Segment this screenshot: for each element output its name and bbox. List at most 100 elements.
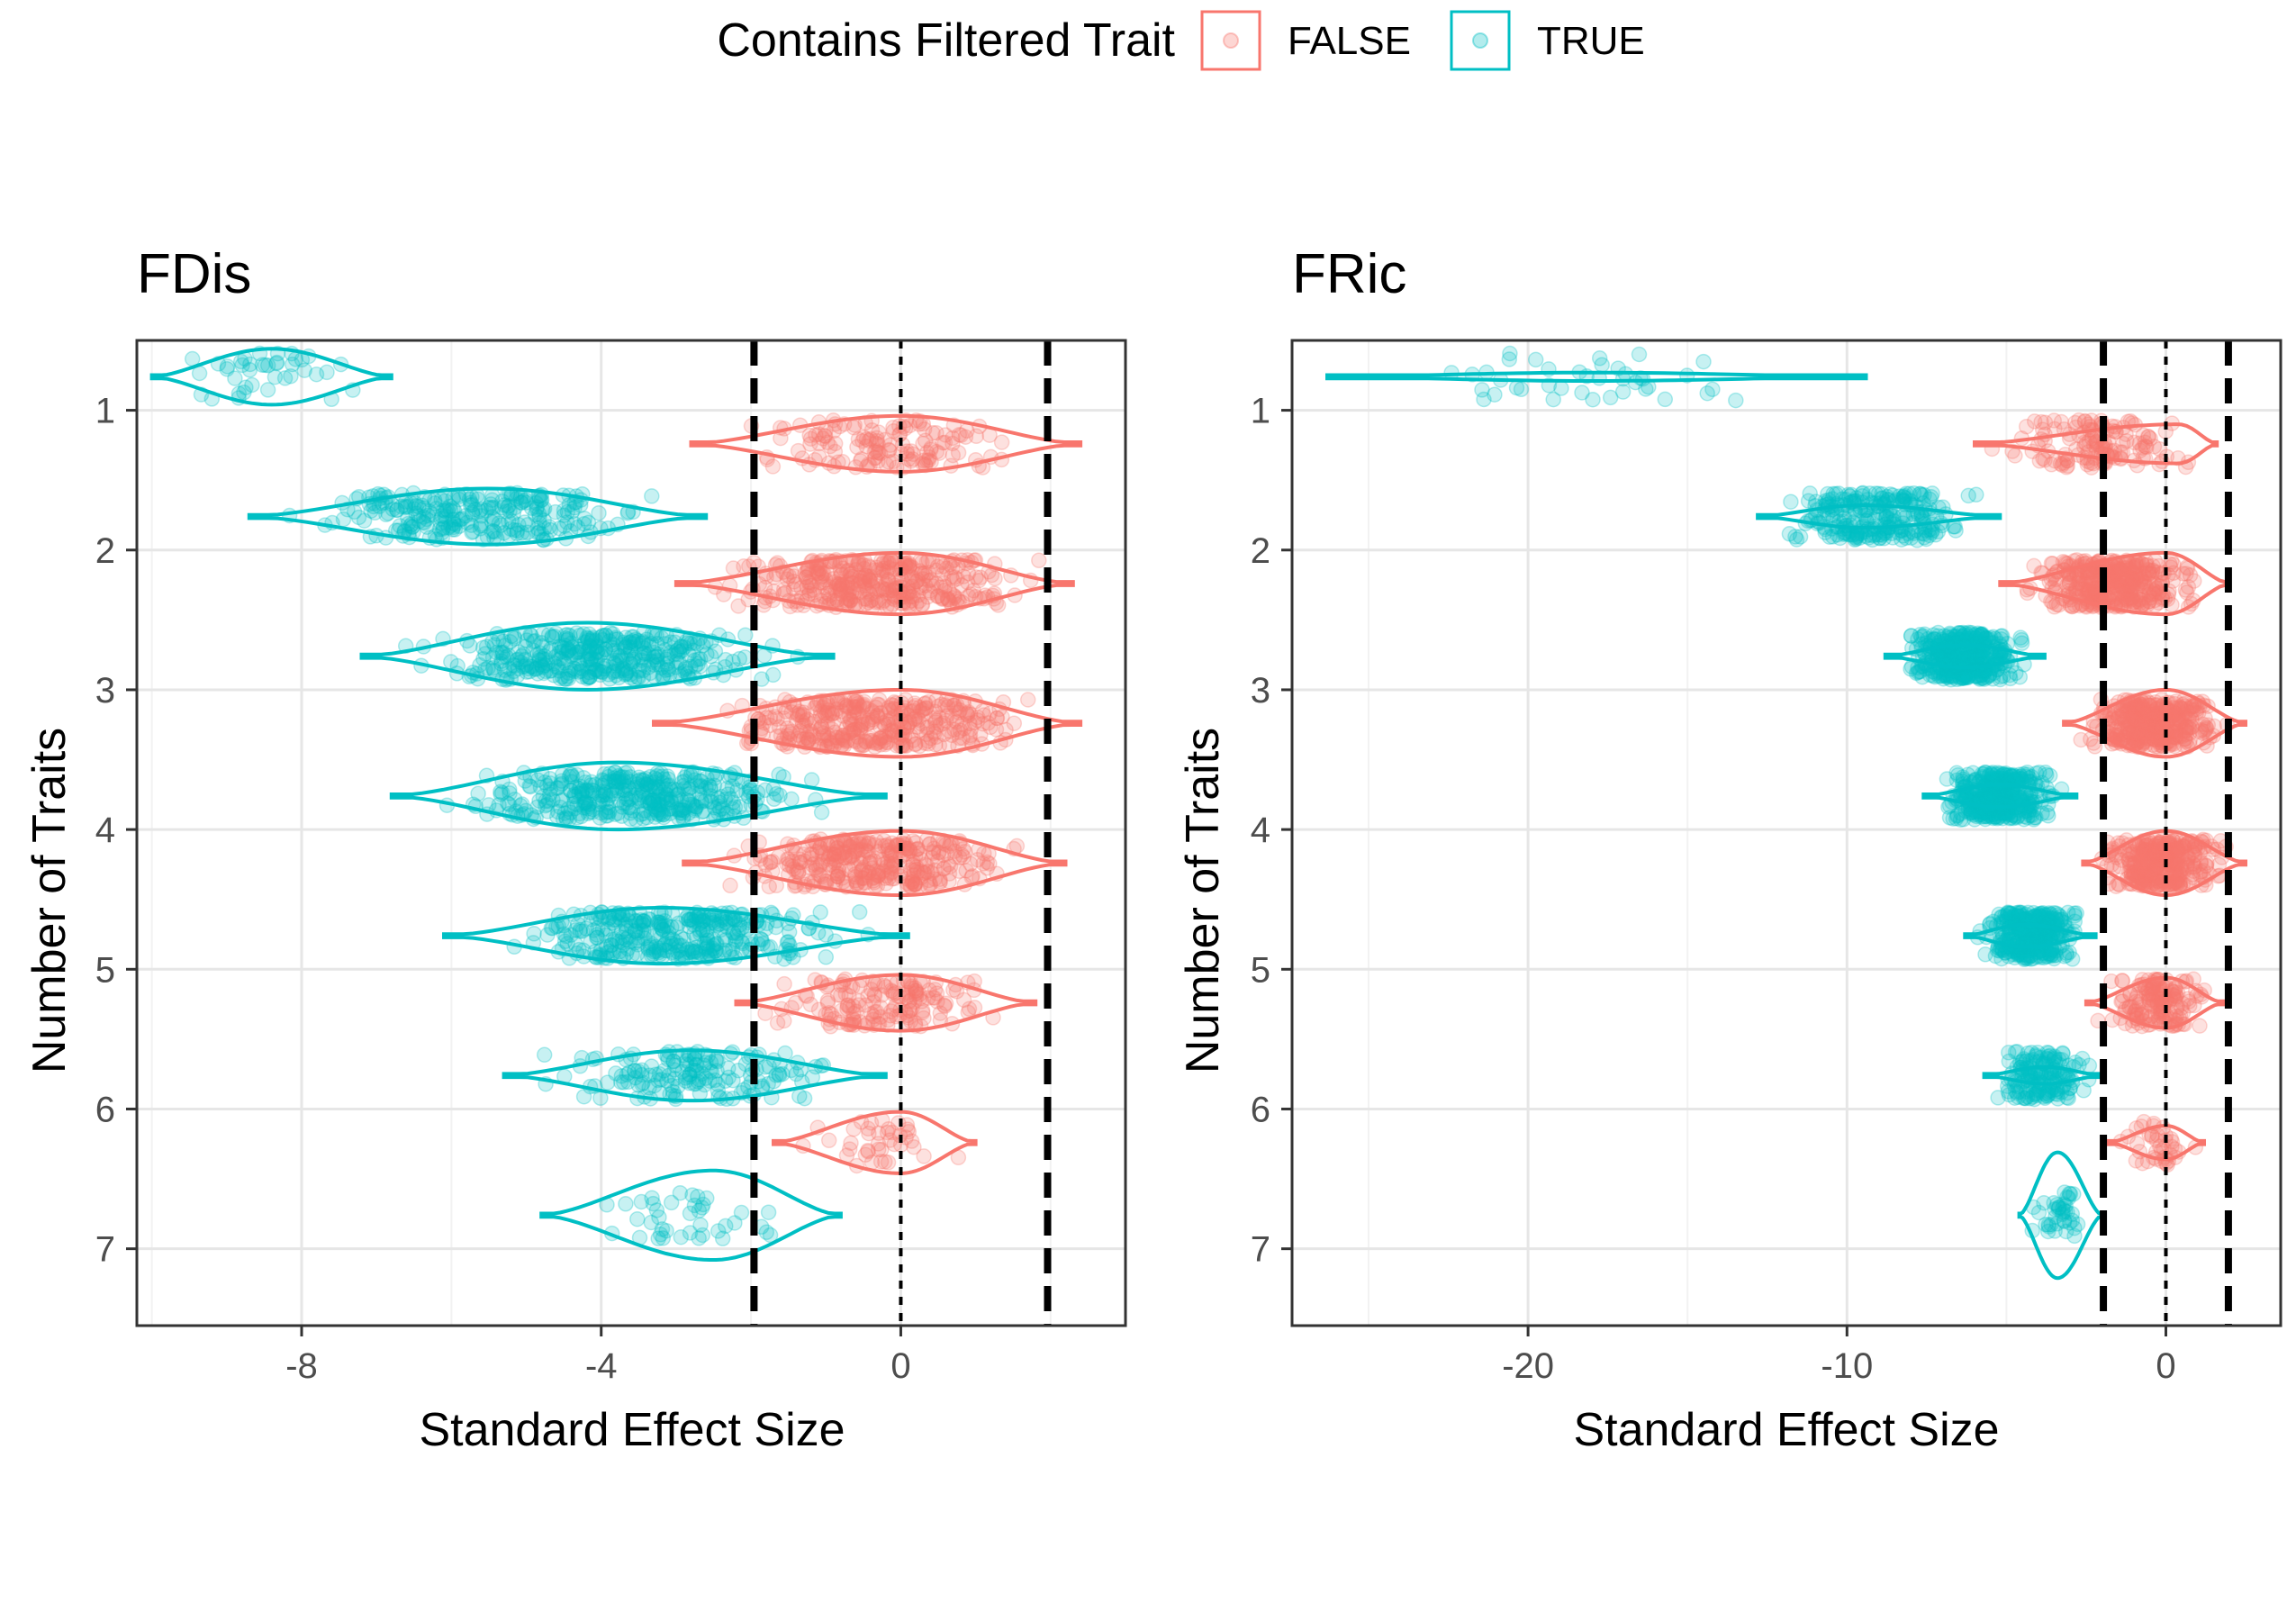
data-point [864,578,881,595]
data-point [863,592,881,608]
data-point [843,568,860,585]
data-point [847,584,864,600]
data-point [841,582,858,599]
data-point [904,578,921,594]
data-point [957,429,974,445]
data-point [936,575,952,592]
data-point [843,566,859,582]
data-point [873,568,890,585]
data-point [870,453,886,469]
data-point [548,808,565,825]
data-point [600,799,617,816]
data-point [850,576,867,593]
x-tick-label: -8 [285,1346,318,1386]
data-point [895,737,911,753]
data-point [907,877,924,893]
data-point [959,706,976,722]
data-point [872,445,889,462]
data-point [858,591,874,607]
data-point [845,588,862,605]
data-point [875,593,892,609]
data-point [227,370,243,386]
data-point [814,567,830,584]
data-point [935,590,951,607]
data-point [935,566,951,583]
data-point [822,438,838,455]
data-point [933,579,949,595]
y-tick-label: 4 [95,810,115,850]
data-point [842,593,859,609]
data-point [855,557,872,574]
data-point [840,591,856,608]
data-point [400,510,416,527]
data-point [914,1002,931,1019]
data-point [810,426,827,442]
data-point [779,851,796,867]
data-point [2072,575,2088,592]
data-point [859,575,876,592]
data-point [881,442,898,458]
data-point [618,1196,634,1212]
data-point [791,1088,808,1104]
y-tick-label: 2 [95,531,115,571]
data-point [668,642,685,659]
data-point [869,432,885,449]
data-point [785,568,802,584]
data-point [819,585,836,602]
data-point [1930,523,1947,540]
data-point [838,563,855,579]
data-point [816,588,832,605]
data-point [901,417,918,434]
data-point [826,422,843,439]
data-point [845,575,861,592]
data-point [872,1009,889,1026]
data-point [876,977,892,994]
data-point [936,578,954,595]
x-axis-title: Standard Effect Size [1573,1404,1999,1456]
data-point [857,567,873,584]
data-point [910,587,927,603]
data-point [1695,353,1712,370]
data-point [835,874,852,890]
data-point [945,572,962,589]
data-point [940,592,957,608]
data-point [901,558,917,575]
data-point [719,780,736,797]
data-point [987,570,1003,587]
data-point [658,1222,674,1239]
data-point [972,569,989,585]
data-point [899,584,917,602]
data-point [517,651,534,668]
data-point [845,580,862,597]
data-point [859,568,876,585]
data-point [813,804,830,820]
data-point [938,560,954,576]
data-point [517,773,534,789]
data-point [838,585,854,602]
data-point [2084,459,2100,475]
data-point [795,846,812,863]
y-tick-label: 6 [95,1090,115,1129]
data-point [890,587,907,604]
data-point [863,577,881,593]
data-point [622,638,639,656]
data-point [945,435,961,452]
data-point [380,505,396,521]
legend-label-false: FALSE [1288,19,1411,63]
data-point [2026,557,2042,575]
data-point [868,559,884,576]
data-point [832,578,849,595]
data-point [2129,580,2146,596]
data-point [916,566,933,582]
data-point [1527,351,1544,368]
data-point [842,592,858,609]
data-point [852,573,869,589]
data-point [813,719,829,735]
data-point [1031,552,1047,569]
data-point [2086,586,2102,602]
data-point [917,432,934,448]
data-point [698,1055,714,1071]
data-point [874,594,890,611]
